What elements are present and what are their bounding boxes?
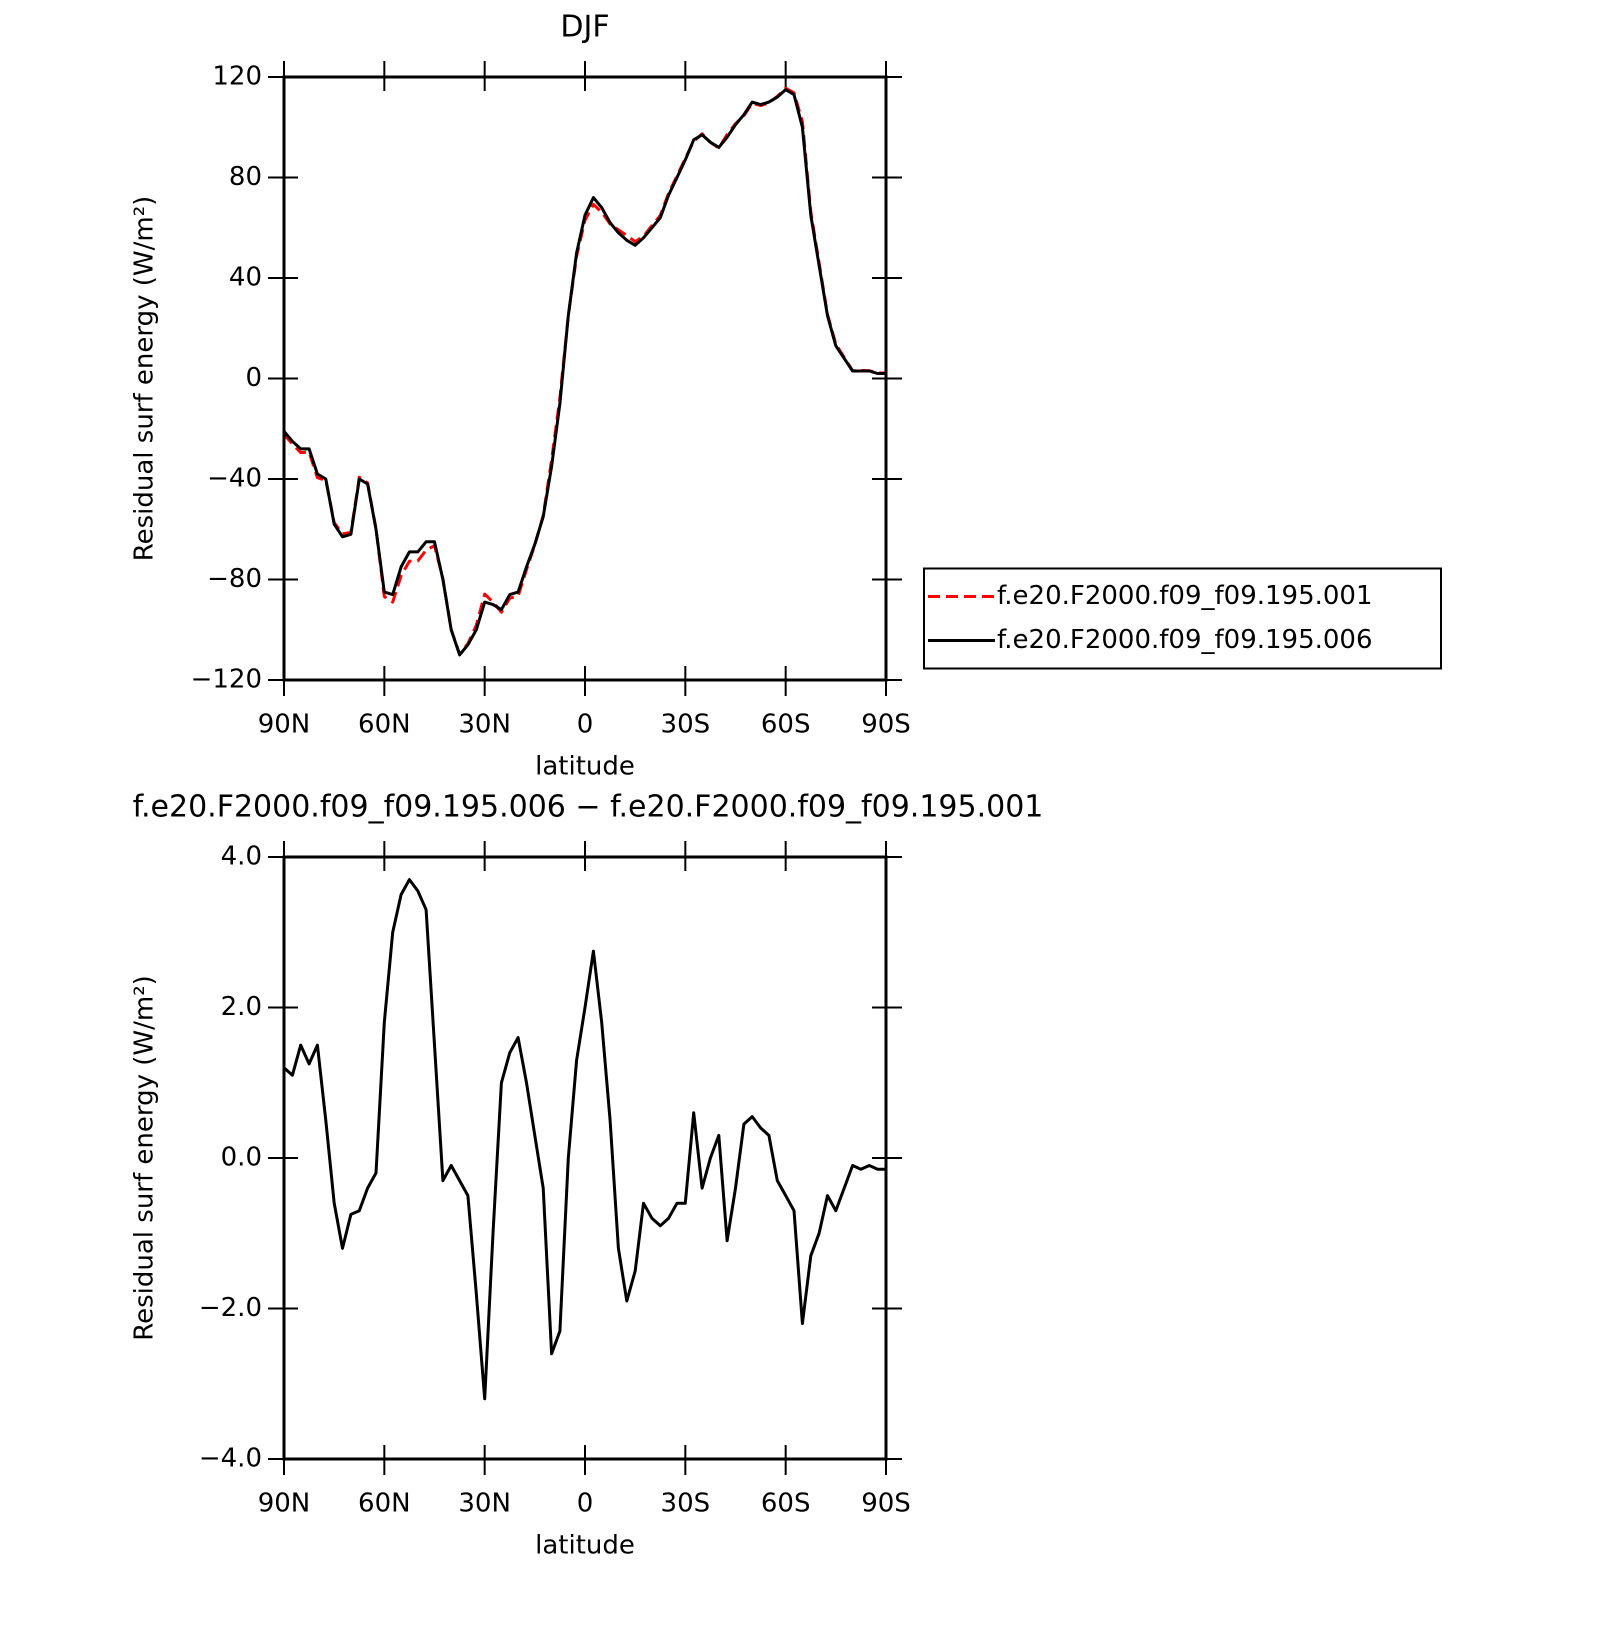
x-tick-label: 90S xyxy=(861,710,911,740)
y-tick-label: −4.0 xyxy=(199,1444,262,1474)
x-tick-label: 60N xyxy=(358,1489,411,1519)
y-tick-label: 0.0 xyxy=(221,1143,262,1173)
x-tick-label: 60S xyxy=(761,710,811,740)
y-tick-label: 4.0 xyxy=(221,842,262,872)
y-tick-label: 40 xyxy=(229,263,262,293)
y-tick-label: 80 xyxy=(229,162,262,192)
x-tick-label: 30S xyxy=(661,1489,711,1519)
x-tick-label: 30S xyxy=(661,710,711,740)
series-line xyxy=(282,86,886,656)
legend-label: f.e20.F2000.f09_f09.195.006 xyxy=(997,625,1373,655)
y-tick-label: 0 xyxy=(245,363,262,393)
plot-frame xyxy=(282,75,888,682)
y-axis-label: Residual surf energy (W/m²) xyxy=(130,196,160,562)
x-tick-label: 30N xyxy=(458,710,511,740)
y-tick-label: −80 xyxy=(207,564,262,594)
x-tick-label: 60S xyxy=(761,1489,811,1519)
y-tick-label: −2.0 xyxy=(199,1293,262,1323)
x-tick-label: 0 xyxy=(577,710,594,740)
x-tick-label: 30N xyxy=(458,1489,511,1519)
x-tick-label: 90S xyxy=(861,1489,911,1519)
plot-frame xyxy=(282,855,888,1461)
chart-title: f.e20.F2000.f09_f09.195.006 − f.e20.F200… xyxy=(133,790,1044,825)
legend-label: f.e20.F2000.f09_f09.195.001 xyxy=(997,581,1373,611)
x-axis-label: latitude xyxy=(535,752,635,782)
x-tick-label: 60N xyxy=(358,710,411,740)
y-tick-label: 2.0 xyxy=(221,992,262,1022)
chart-title: DJF xyxy=(560,10,609,45)
x-axis-label: latitude xyxy=(535,1531,635,1561)
legend: f.e20.F2000.f09_f09.195.001 f.e20.F2000.f… xyxy=(923,567,1442,670)
y-tick-label: −120 xyxy=(191,665,262,695)
series-line xyxy=(282,88,886,657)
x-tick-label: 90N xyxy=(258,1489,311,1519)
y-tick-label: −40 xyxy=(207,464,262,494)
x-tick-label: 0 xyxy=(577,1489,594,1519)
y-tick-label: 120 xyxy=(212,62,262,92)
legend-box xyxy=(923,567,1442,670)
series-line xyxy=(283,878,886,1401)
x-tick-label: 90N xyxy=(258,710,311,740)
y-axis-label: Residual surf energy (W/m²) xyxy=(130,975,160,1341)
